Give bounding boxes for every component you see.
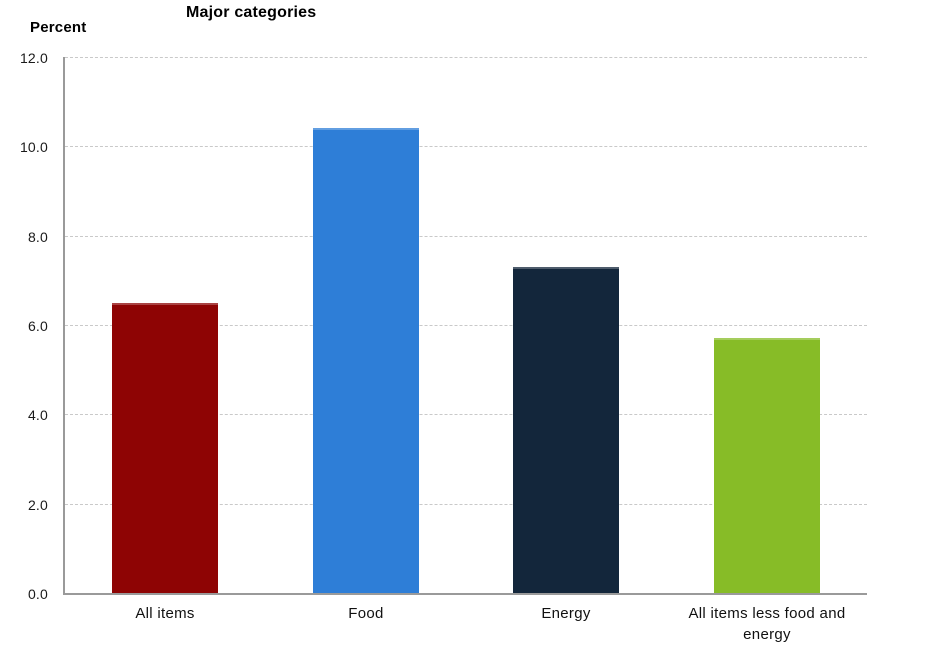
x-category-label-all-items-less-food-and-energy: All items less food and energy [688, 605, 846, 643]
y-tick-label: 0.0 [27, 586, 48, 602]
gridline-8 [65, 236, 867, 237]
x-axis-category-labels: All items Food Energy All items less food a… [65, 603, 867, 655]
y-axis-tick-labels: 0.0 2.0 4.0 6.0 8.0 10.0 12.0 [0, 50, 50, 602]
y-tick-label: 2.0 [27, 497, 48, 513]
plot-area [63, 57, 867, 595]
y-tick-label: 8.0 [27, 229, 48, 245]
y-tick-label: 10.0 [19, 139, 48, 155]
y-axis-unit-label: Percent [30, 19, 87, 36]
gridline-12 [65, 57, 867, 58]
y-tick-label: 12.0 [19, 50, 48, 66]
gridline-4 [65, 414, 867, 415]
chart-title: Major categories [186, 4, 317, 21]
x-category-label-energy: Energy [541, 605, 591, 622]
y-tick-label: 4.0 [27, 407, 48, 423]
y-tick-label: 6.0 [27, 318, 48, 334]
bar-all-items [112, 303, 218, 593]
bar-food [313, 128, 419, 593]
bar-all-items-less-food-and-energy [714, 338, 820, 593]
bar-energy [513, 267, 619, 593]
gridline-2 [65, 504, 867, 505]
gridline-10 [65, 146, 867, 147]
x-category-label-all-items: All items [135, 605, 195, 622]
x-category-label-food: Food [348, 605, 384, 622]
gridline-6 [65, 325, 867, 326]
